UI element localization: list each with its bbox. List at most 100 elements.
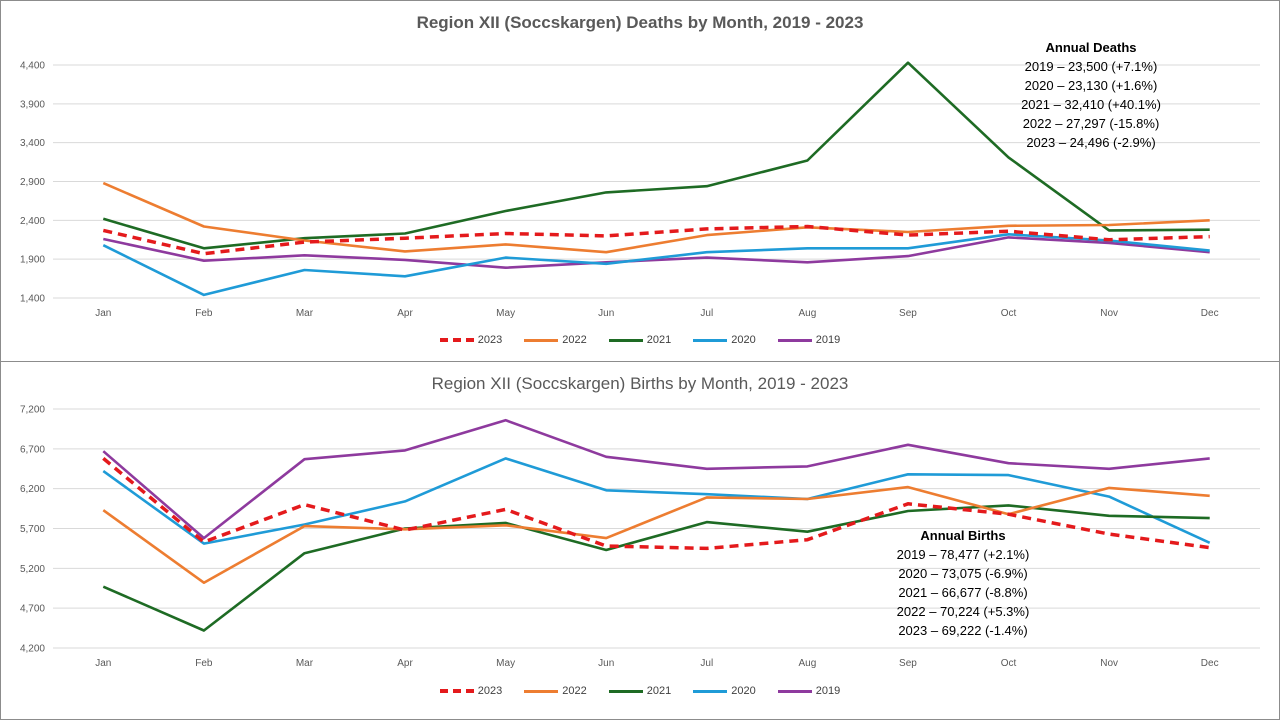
legend-swatch-2019	[777, 689, 812, 693]
births-line-chart: 4,200 4,700 5,200 5,700 6,200 6,700 7,200 Jan Fe…	[20, 405, 1260, 669]
deaths-x-tick-label: Nov	[1100, 308, 1118, 319]
deaths-x-tick-label: Mar	[296, 308, 314, 319]
deaths-x-tick-label: Feb	[195, 308, 213, 319]
legend-label: 2019	[815, 334, 841, 346]
annual-births-annotation: Annual Births 2019 – 78,477 (+2.1%) 2020…	[863, 526, 1063, 640]
births-x-tick-label: Oct	[1001, 658, 1017, 669]
births-y-tick-label: 5,700	[20, 524, 45, 535]
deaths-y-tick-label: 4,400	[20, 61, 45, 72]
births-x-tick-label: Feb	[195, 658, 213, 669]
births-chart-panel: 4,200 4,700 5,200 5,700 6,200 6,700 7,200 Jan Fe…	[0, 361, 1280, 720]
annual-births-line: 2020 – 73,075 (-6.9%)	[898, 566, 1028, 581]
legend-label: 2021	[646, 685, 672, 697]
births-series-line-2019	[102, 418, 1210, 540]
legend-item-2022: 2022	[524, 334, 587, 346]
legend-swatch-2022	[524, 338, 559, 342]
births-x-tick-label: May	[496, 658, 515, 669]
deaths-chart-title: Region XII (Soccskargen) Deaths by Month…	[416, 13, 864, 32]
births-series-line-2023	[102, 457, 1210, 551]
deaths-x-tick-label: Sep	[899, 308, 917, 319]
legend-swatch-2023	[439, 689, 474, 693]
deaths-line-chart: 1,400 1,900 2,400 2,900 3,400 3,900 4,400 Jan Fe…	[20, 61, 1260, 319]
annual-deaths-line: 2023 – 24,496 (-2.9%)	[1026, 135, 1156, 150]
births-series-line-2022	[102, 485, 1210, 584]
annual-births-line: 2021 – 66,677 (-8.8%)	[898, 585, 1028, 600]
deaths-y-tick-label: 3,400	[20, 138, 45, 149]
births-y-tick-label: 6,200	[20, 484, 45, 495]
annual-deaths-line: 2019 – 23,500 (+7.1%)	[1024, 59, 1158, 74]
births-x-axis: Jan Feb Mar Apr May Jun Jul Aug Sep Oct Nov Dec	[95, 658, 1218, 669]
legend-item-2020: 2020	[693, 685, 756, 697]
deaths-series-line-2021	[102, 61, 1210, 250]
legend-item-2023: 2023	[439, 685, 502, 697]
births-x-tick-label: Aug	[798, 658, 816, 669]
births-x-tick-label: Nov	[1100, 658, 1118, 669]
deaths-y-tick-label: 2,400	[20, 216, 45, 227]
legend-swatch-2023	[439, 338, 474, 342]
annual-deaths-line: 2020 – 23,130 (+1.6%)	[1024, 78, 1158, 93]
births-x-tick-label: Sep	[899, 658, 917, 669]
deaths-y-tick-label: 1,900	[20, 255, 45, 266]
deaths-chart-panel: 1,400 1,900 2,400 2,900 3,400 3,900 4,400 Jan Fe…	[0, 0, 1280, 362]
deaths-x-axis: Jan Feb Mar Apr May Jun Jul Aug Sep Oct Nov Dec	[95, 308, 1218, 319]
legend-swatch-2020	[693, 338, 728, 342]
births-series-line-2021	[102, 504, 1210, 632]
births-y-tick-label: 5,200	[20, 564, 45, 575]
legend-swatch-2021	[608, 338, 643, 342]
legend-swatch-2021	[608, 689, 643, 693]
deaths-x-tick-label: May	[496, 308, 515, 319]
births-x-tick-label: Dec	[1201, 658, 1219, 669]
births-gridlines	[53, 408, 1260, 649]
legend-item-2021: 2021	[608, 334, 672, 346]
annual-births-line: 2023 – 69,222 (-1.4%)	[898, 623, 1028, 638]
annual-deaths-heading: Annual Deaths	[1045, 40, 1137, 55]
legend-item-2020: 2020	[693, 334, 756, 346]
legend-item-2019: 2019	[777, 334, 841, 346]
legend-label: 2022	[562, 334, 587, 346]
legend-label: 2023	[477, 334, 503, 346]
legend-label: 2019	[815, 685, 841, 697]
births-chart-title: Region XII (Soccskargen) Births by Month…	[431, 374, 849, 393]
deaths-x-tick-label: Jul	[700, 308, 713, 319]
deaths-series-line-2022	[102, 181, 1210, 254]
deaths-y-tick-label: 2,900	[20, 177, 45, 188]
legend-label: 2021	[646, 334, 672, 346]
legend-item-2022: 2022	[524, 685, 587, 697]
legend-label: 2022	[562, 685, 587, 697]
births-x-tick-label: Jul	[700, 658, 713, 669]
annual-births-line: 2019 – 78,477 (+2.1%)	[896, 547, 1030, 562]
deaths-x-tick-label: Jun	[598, 308, 614, 319]
annual-births-heading: Annual Births	[920, 528, 1006, 543]
deaths-x-tick-label: Dec	[1201, 308, 1219, 319]
deaths-x-tick-label: Jan	[95, 308, 111, 319]
legend-swatch-2020	[693, 689, 728, 693]
deaths-series-line-2023	[102, 224, 1210, 256]
births-y-tick-label: 7,200	[20, 405, 45, 416]
births-x-tick-label: Jun	[598, 658, 614, 669]
births-y-tick-label: 4,200	[20, 644, 45, 655]
legend-label: 2020	[731, 685, 756, 697]
deaths-series-line-2020	[102, 233, 1210, 297]
legend-swatch-2019	[777, 338, 812, 342]
births-y-tick-label: 6,700	[20, 444, 45, 455]
births-legend: 2023 2022 2021 2020 2019	[1, 685, 1279, 697]
births-series-line-2020	[102, 457, 1211, 545]
deaths-x-tick-label: Apr	[397, 308, 413, 319]
births-x-tick-label: Apr	[397, 658, 413, 669]
births-series	[102, 418, 1211, 632]
deaths-y-tick-label: 3,900	[20, 99, 45, 110]
deaths-legend: 2023 2022 2021 2020 2019	[1, 334, 1279, 346]
deaths-x-tick-label: Aug	[798, 308, 816, 319]
deaths-series	[102, 61, 1210, 297]
deaths-series-line-2019	[103, 236, 1210, 270]
legend-swatch-2022	[524, 689, 559, 693]
legend-item-2019: 2019	[777, 685, 841, 697]
legend-item-2023: 2023	[439, 334, 503, 346]
legend-item-2021: 2021	[608, 685, 672, 697]
annual-deaths-line: 2021 – 32,410 (+40.1%)	[1021, 97, 1161, 112]
annual-deaths-line: 2022 – 27,297 (-15.8%)	[1022, 116, 1160, 131]
deaths-y-tick-label: 1,400	[20, 294, 45, 305]
births-y-tick-label: 4,700	[20, 604, 45, 615]
deaths-y-axis: 1,400 1,900 2,400 2,900 3,400 3,900 4,400	[20, 61, 45, 305]
